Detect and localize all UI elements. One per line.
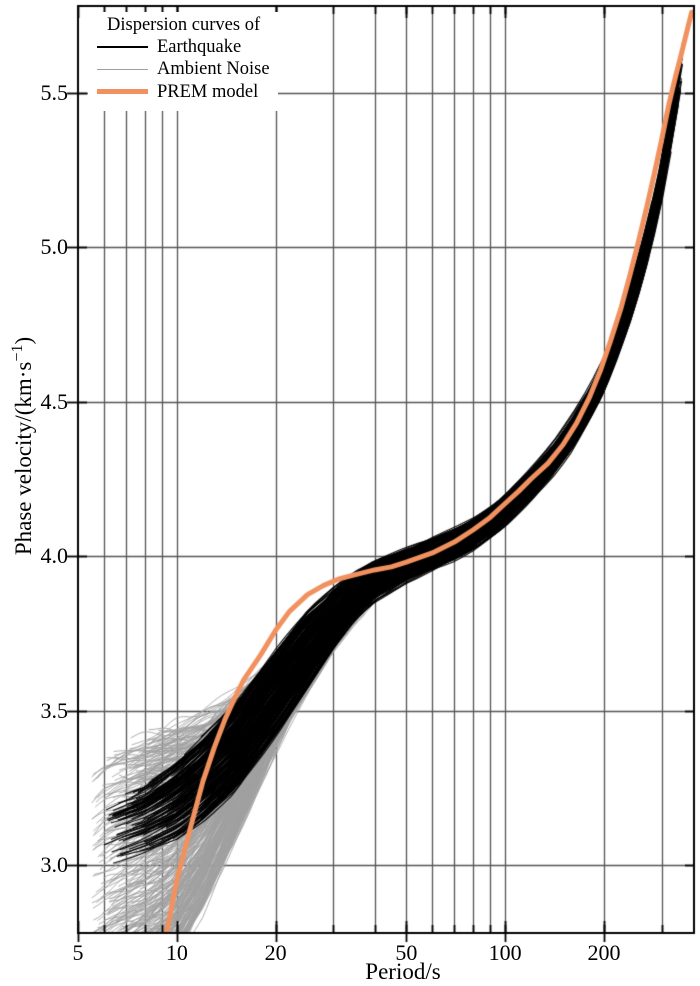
y-tick-label: 5.0 (40, 234, 69, 260)
y-tick-label: 3.0 (40, 852, 69, 878)
y-axis-title-close: ) (10, 336, 36, 345)
earthquake-line-sample (97, 46, 148, 49)
legend-item-ambient-noise: Ambient Noise (88, 58, 278, 80)
legend-title: Dispersion curves of (107, 15, 261, 35)
y-tick-label: 4.0 (40, 543, 69, 569)
y-tick-label: 3.5 (40, 697, 69, 723)
prem-model-line-sample (97, 89, 148, 95)
x-tick-label: 10 (165, 940, 188, 965)
x-tick-label: 50 (395, 940, 418, 965)
ambient-noise-line-sample (97, 68, 148, 71)
x-tick-label: 200 (587, 940, 621, 965)
y-tick-label: 4.5 (40, 388, 69, 414)
legend-item-prem-model: PREM model (88, 81, 278, 103)
legend-item-earthquake: Earthquake (88, 36, 278, 58)
legend-label-earthquake: Earthquake (157, 36, 242, 57)
legend: Dispersion curves of Earthquake Ambient … (88, 12, 278, 111)
x-tick-label: 20 (264, 940, 287, 965)
x-tick-label: 5 (72, 940, 84, 965)
x-tick-label: 100 (488, 940, 522, 965)
x-axis-title: Period/s (365, 959, 441, 984)
y-tick-label: 5.5 (40, 79, 69, 105)
legend-label-prem-model: PREM model (157, 81, 259, 102)
y-axis-title-superscript: −1 (9, 344, 27, 362)
legend-label-ambient-noise: Ambient Noise (157, 59, 270, 80)
y-axis-title: Phase velocity/(km·s−1) (5, 337, 37, 555)
